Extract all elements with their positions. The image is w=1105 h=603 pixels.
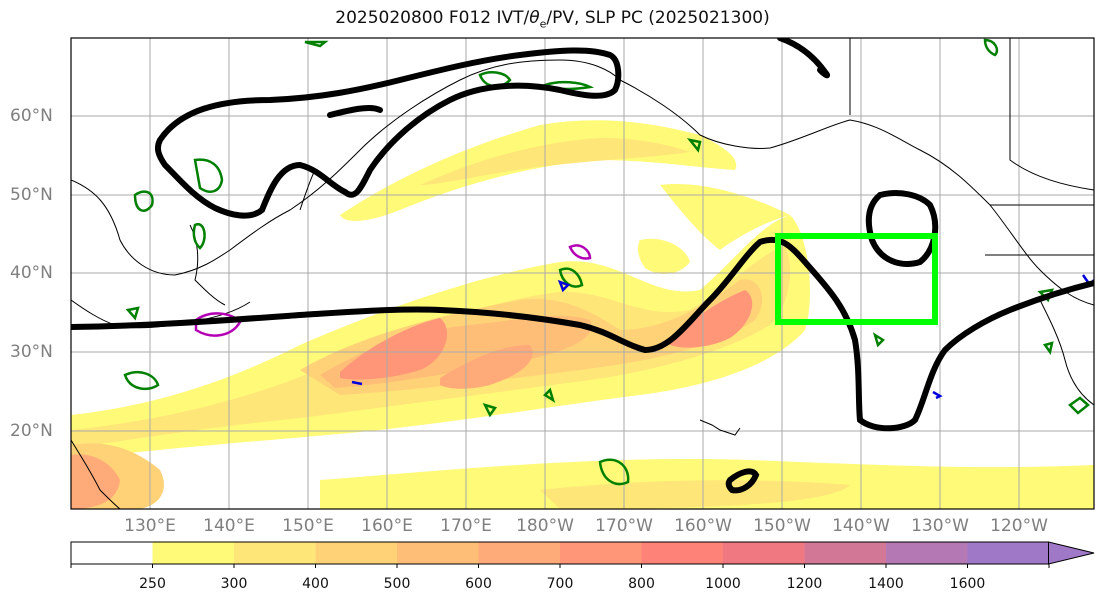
colorbar-tick-label: 800	[628, 576, 655, 592]
colorbar-segment	[723, 542, 805, 564]
lon-label-160e: 160°E	[361, 516, 413, 536]
colorbar-tick-label: 700	[546, 576, 574, 592]
colorbar-tick-label: 1200	[786, 576, 823, 592]
colorbar-tick-label: 500	[383, 576, 411, 592]
colorbar-segment	[641, 542, 724, 564]
colorbar-extend-arrow	[1048, 541, 1095, 565]
lon-label-120w: 120°W	[990, 516, 1048, 536]
lon-label-170e: 170°E	[440, 516, 492, 536]
lon-label-130e: 130°E	[124, 516, 176, 536]
title-suffix: /PV, SLP PC (2025021300)	[546, 8, 770, 28]
lat-label-40n: 40°N	[10, 263, 53, 283]
colorbar-segment	[560, 542, 642, 564]
colorbar-tick-label: 400	[302, 576, 329, 592]
colorbar-segment	[152, 542, 235, 564]
colorbar-tick-label: 1000	[705, 576, 741, 592]
colorbar-segment	[71, 542, 153, 564]
colorbar	[70, 541, 1095, 568]
lon-label-140w: 140°W	[832, 516, 890, 536]
colorbar-segment	[234, 542, 316, 564]
title-subscript: e	[539, 17, 547, 31]
colorbar-segment	[967, 542, 1050, 564]
lon-label-160w: 160°W	[674, 516, 732, 536]
ivt-shading	[71, 120, 1094, 509]
title-prefix: 2025020800 F012 IVT/	[335, 8, 530, 28]
colorbar-tick-label: 1600	[949, 576, 986, 592]
graticule	[71, 38, 1094, 509]
lon-label-150e: 150°E	[282, 516, 334, 536]
colorbar-segment	[478, 542, 561, 564]
lon-label-150w: 150°W	[753, 516, 811, 536]
map-frame	[70, 37, 1095, 510]
colorbar-tick-label: 300	[220, 576, 248, 592]
colorbar-tick-label: 600	[465, 576, 492, 592]
colorbar-segment	[886, 542, 968, 564]
map-title: 2025020800 F012 IVT/θe/PV, SLP PC (20250…	[0, 8, 1105, 30]
title-theta: θ	[529, 8, 540, 28]
colorbar-segment	[804, 542, 887, 564]
colorbar-segment	[315, 542, 398, 564]
lon-label-170w: 170°W	[595, 516, 653, 536]
lat-label-60n: 60°N	[10, 106, 53, 126]
lon-label-180w: 180°W	[516, 516, 574, 536]
lat-label-50n: 50°N	[10, 185, 53, 205]
map-area	[71, 38, 1094, 509]
lon-label-140e: 140°E	[203, 516, 255, 536]
lat-label-30n: 30°N	[10, 342, 53, 362]
lat-label-20n: 20°N	[10, 421, 53, 441]
lon-label-130w: 130°W	[911, 516, 969, 536]
coastlines	[71, 38, 1094, 509]
colorbar-tick-label: 1400	[868, 576, 904, 592]
highlight-box	[775, 233, 938, 325]
slp-contours	[71, 38, 1094, 494]
colorbar-segment	[397, 542, 479, 564]
colorbar-tick-label: 250	[139, 576, 166, 592]
